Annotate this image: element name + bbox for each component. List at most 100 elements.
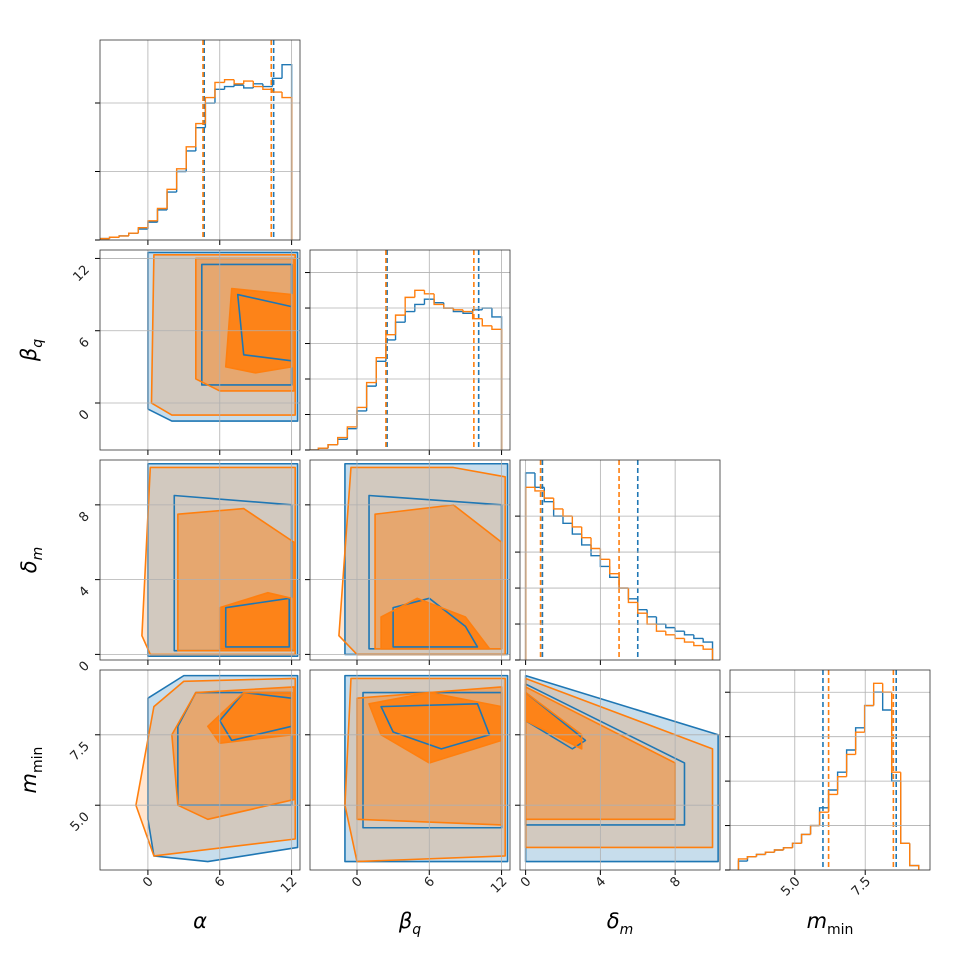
- histogram-step: [552, 498, 563, 510]
- histogram-step: [618, 577, 629, 589]
- x-tick-label: 0: [349, 874, 365, 890]
- panel-frame: [309, 669, 511, 871]
- histogram-step: [394, 321, 406, 340]
- histogram-step: [854, 727, 865, 750]
- contour-fill: [219, 592, 292, 649]
- label-symbol: β: [17, 348, 41, 362]
- histogram-step: [580, 526, 592, 539]
- panel-frame: [99, 669, 301, 871]
- histogram-step: [590, 544, 601, 557]
- histogram-step: [773, 849, 784, 853]
- panel-plot: [135, 674, 299, 863]
- histogram-step: [481, 318, 492, 327]
- histogram-step: [599, 548, 610, 560]
- histogram-step: [404, 296, 415, 316]
- panel-plot: [147, 251, 299, 422]
- histogram-step: [863, 704, 874, 728]
- label-symbol: m: [17, 773, 41, 793]
- histogram-step: [827, 789, 838, 808]
- histogram-step: [375, 357, 386, 383]
- contour-fill: [381, 598, 490, 649]
- histogram-step: [755, 853, 766, 857]
- panel-plot: [310, 250, 503, 450]
- contour-line: [344, 677, 506, 863]
- label-subscript: min: [827, 922, 853, 938]
- histogram-step: [156, 207, 168, 221]
- label-subscript: min: [30, 747, 46, 773]
- histogram-step: [233, 84, 244, 87]
- histogram-step: [693, 634, 704, 640]
- histogram-step: [872, 682, 883, 706]
- x-tick-label: 6: [212, 874, 228, 890]
- histogram-step: [327, 443, 338, 449]
- histogram-step: [543, 487, 554, 503]
- y-axis-label: δm: [17, 547, 46, 574]
- panel-frame: [309, 249, 511, 451]
- histogram-step: [702, 645, 714, 660]
- panel-frame: [519, 669, 721, 871]
- histogram-step: [433, 299, 444, 304]
- panel: 0 6 12 5.0 7.5: [68, 669, 301, 897]
- histogram-step: [175, 170, 187, 193]
- histogram-step: [118, 235, 129, 238]
- histogram-step: [800, 833, 811, 844]
- histogram-step: [404, 310, 415, 323]
- histogram-step: [655, 624, 666, 632]
- x-tick-label: 8: [668, 874, 684, 890]
- panel-frame: [519, 459, 721, 661]
- histogram-step: [147, 221, 158, 230]
- histogram-step: [562, 516, 573, 525]
- histogram-step: [233, 79, 244, 85]
- histogram-step: [599, 555, 610, 568]
- histogram-step: [609, 566, 620, 578]
- contour-fill: [525, 675, 719, 862]
- contour-line: [380, 597, 491, 650]
- histogram-step: [443, 304, 454, 309]
- histogram-step: [137, 226, 148, 234]
- histogram-step: [791, 842, 802, 848]
- x-tick-label: 12: [278, 874, 300, 896]
- histogram-step: [337, 436, 348, 445]
- x-axis-label: βq: [398, 909, 421, 938]
- histogram-step: [156, 209, 168, 223]
- histogram-step: [818, 811, 829, 826]
- histogram-step: [683, 638, 694, 643]
- histogram-step: [271, 77, 283, 87]
- histogram-step: [637, 602, 648, 614]
- histogram-step: [491, 325, 503, 450]
- histogram-step: [881, 692, 892, 711]
- histogram-step: [414, 303, 425, 312]
- histogram-step: [646, 609, 657, 618]
- histogram-step: [365, 385, 377, 411]
- histogram-step: [580, 534, 592, 546]
- histogram-step: [693, 642, 704, 647]
- x-tick-label: 0: [140, 874, 156, 890]
- y-tick-label: 0: [76, 659, 92, 675]
- x-axis-label: α: [193, 909, 207, 933]
- histogram-step: [746, 855, 757, 859]
- histogram-step: [665, 624, 676, 629]
- panel-plot: [100, 40, 293, 240]
- histogram-step: [872, 691, 883, 706]
- panel-plot: [141, 462, 299, 658]
- histogram-step: [166, 191, 177, 210]
- label-subscript: q: [30, 339, 46, 348]
- label-symbol: δ: [17, 560, 41, 573]
- histogram-step: [590, 537, 601, 550]
- label-subscript: m: [620, 922, 634, 938]
- histogram-step: [524, 472, 535, 660]
- histogram-step: [609, 559, 620, 575]
- histogram-step: [128, 232, 139, 236]
- histogram-step: [827, 793, 838, 813]
- contour-line: [380, 703, 491, 750]
- y-tick-label: 12: [71, 263, 93, 285]
- histogram-step: [809, 824, 820, 835]
- label-symbol: β: [398, 909, 412, 933]
- histogram-step: [737, 858, 748, 870]
- histogram-step: [674, 634, 685, 640]
- histogram-step: [571, 516, 582, 528]
- panel: 0 6 12: [305, 669, 511, 897]
- histogram-step: [166, 188, 177, 209]
- histogram-step: [243, 80, 254, 84]
